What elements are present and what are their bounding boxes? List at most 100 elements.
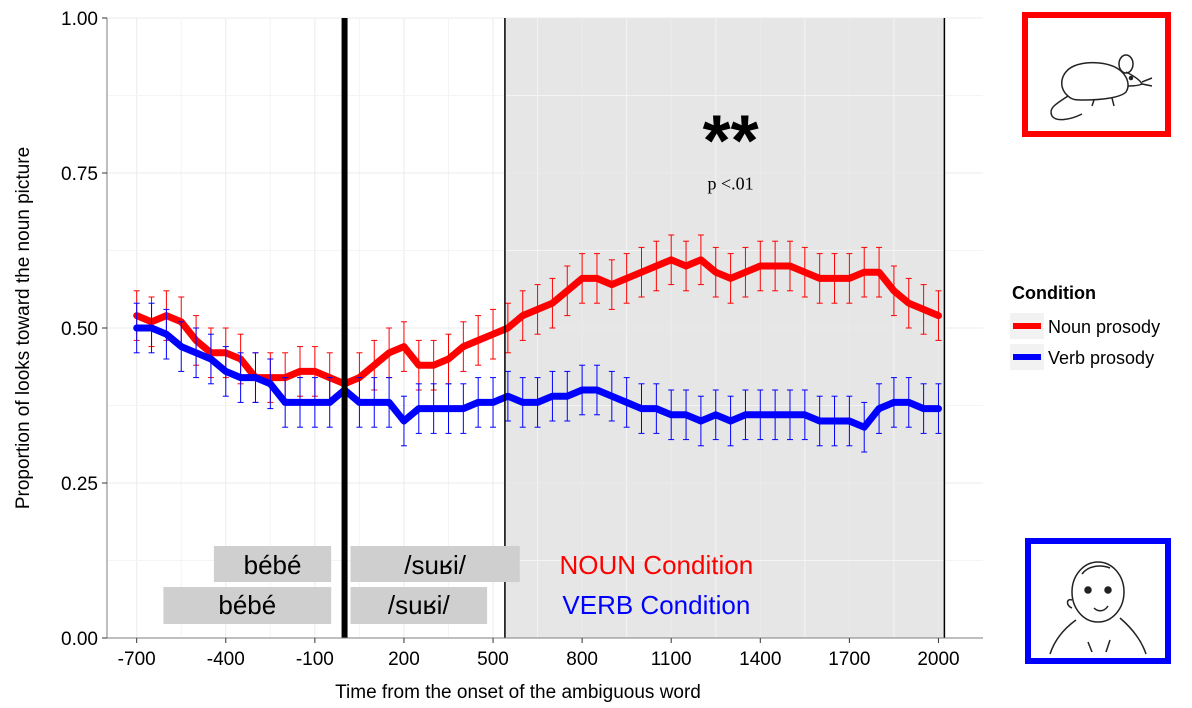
data-point bbox=[682, 262, 690, 270]
data-point bbox=[534, 306, 541, 313]
data-point bbox=[445, 405, 452, 412]
data-point bbox=[400, 417, 408, 425]
data-point bbox=[668, 256, 675, 263]
data-point bbox=[564, 287, 571, 294]
data-point bbox=[623, 399, 630, 406]
data-point bbox=[742, 269, 749, 276]
condition-label-noun-condition: NOUN Condition bbox=[560, 550, 754, 580]
data-point bbox=[207, 355, 215, 363]
x-tick-label: 1400 bbox=[739, 649, 781, 670]
data-point bbox=[237, 374, 244, 381]
data-point bbox=[192, 349, 200, 356]
data-point bbox=[905, 399, 912, 406]
data-point bbox=[460, 343, 467, 350]
x-tick-label: 500 bbox=[477, 649, 509, 670]
axes: -700 -400 -100 200 500 800 1100 1400 1700 2000 0.0… bbox=[61, 9, 983, 670]
data-point bbox=[296, 368, 304, 375]
data-point bbox=[875, 405, 883, 412]
data-point bbox=[593, 275, 601, 282]
data-point bbox=[430, 362, 437, 369]
data-point bbox=[148, 324, 155, 332]
x-tick-label: 2000 bbox=[917, 649, 959, 670]
data-point bbox=[816, 275, 823, 282]
legend-label-noun: Noun prosody bbox=[1048, 317, 1160, 337]
word-box-verb-row-2 bbox=[350, 587, 488, 624]
mouse-picture-frame bbox=[1022, 12, 1171, 137]
data-point bbox=[608, 281, 616, 288]
data-point bbox=[801, 269, 809, 276]
data-point bbox=[890, 399, 898, 406]
data-point bbox=[252, 374, 259, 381]
data-point bbox=[920, 405, 927, 412]
data-point bbox=[668, 411, 675, 418]
data-point bbox=[757, 262, 764, 270]
vertical-markers bbox=[341, 18, 946, 638]
data-point bbox=[564, 393, 571, 400]
data-point bbox=[861, 424, 868, 431]
x-axis-label: Time from the onset of the ambiguous wor… bbox=[335, 682, 701, 703]
data-point bbox=[400, 343, 408, 350]
data-point bbox=[311, 368, 319, 375]
data-point bbox=[861, 269, 868, 276]
data-point bbox=[593, 386, 601, 394]
data-point bbox=[578, 386, 586, 394]
data-point bbox=[385, 349, 393, 356]
data-point bbox=[771, 411, 779, 418]
y-tick-label: 0.75 bbox=[61, 164, 98, 185]
data-point bbox=[697, 417, 705, 425]
data-point bbox=[831, 417, 838, 425]
baby-picture bbox=[1025, 538, 1171, 664]
baby-icon bbox=[1049, 561, 1147, 655]
data-point bbox=[489, 399, 497, 406]
data-point bbox=[133, 324, 140, 332]
data-point bbox=[371, 362, 378, 369]
data-point bbox=[905, 300, 912, 307]
data-point bbox=[890, 287, 898, 294]
data-point bbox=[786, 262, 794, 270]
data-point bbox=[178, 343, 185, 350]
mouse-picture bbox=[1022, 12, 1171, 137]
word-box-noun-row-1 bbox=[213, 546, 332, 582]
y-tick-label: 0.50 bbox=[61, 319, 98, 340]
data-point bbox=[163, 331, 170, 338]
legend: Condition Noun prosody Verb prosody bbox=[1010, 283, 1160, 370]
condition-label-verb-condition: VERB Condition bbox=[562, 590, 750, 620]
data-point bbox=[920, 306, 927, 313]
data-point bbox=[757, 411, 764, 418]
word-label-verb-row-1: bébé bbox=[218, 590, 276, 620]
data-point bbox=[474, 399, 482, 406]
data-point bbox=[549, 393, 556, 400]
word-label-verb-row-2: /suʁi/ bbox=[388, 590, 451, 620]
data-point bbox=[534, 399, 541, 406]
data-point bbox=[638, 269, 645, 276]
data-point bbox=[519, 399, 526, 406]
significance-stars: ** bbox=[703, 102, 759, 182]
y-tick-label: 1.00 bbox=[61, 9, 98, 30]
data-point bbox=[504, 393, 512, 400]
data-point bbox=[608, 393, 616, 400]
data-point bbox=[445, 355, 452, 363]
p-value-label: p <.01 bbox=[708, 174, 754, 194]
data-point bbox=[549, 300, 556, 307]
y-axis-label: Proportion of looks toward the noun pict… bbox=[13, 147, 34, 509]
data-point bbox=[653, 405, 660, 412]
data-point bbox=[816, 417, 823, 425]
data-point bbox=[831, 275, 838, 282]
data-point bbox=[371, 399, 378, 406]
data-point bbox=[727, 275, 734, 282]
legend-label-verb: Verb prosody bbox=[1048, 348, 1154, 368]
data-point bbox=[771, 262, 779, 270]
data-point bbox=[697, 256, 705, 263]
word-label-noun-row-1: bébé bbox=[244, 550, 302, 580]
annotation-layer: bébé/suʁi/bébé/suʁi/NOUN Condition VERB C… bbox=[163, 546, 753, 624]
x-tick-label: -100 bbox=[296, 649, 334, 670]
data-point bbox=[474, 337, 482, 344]
x-tick-label: 1700 bbox=[828, 649, 870, 670]
mouse-icon bbox=[1050, 54, 1153, 121]
series-verb-prosody bbox=[133, 302, 942, 453]
x-tick-label: 200 bbox=[388, 649, 420, 670]
data-point bbox=[712, 411, 719, 418]
data-point bbox=[430, 405, 437, 412]
data-point bbox=[504, 324, 512, 332]
